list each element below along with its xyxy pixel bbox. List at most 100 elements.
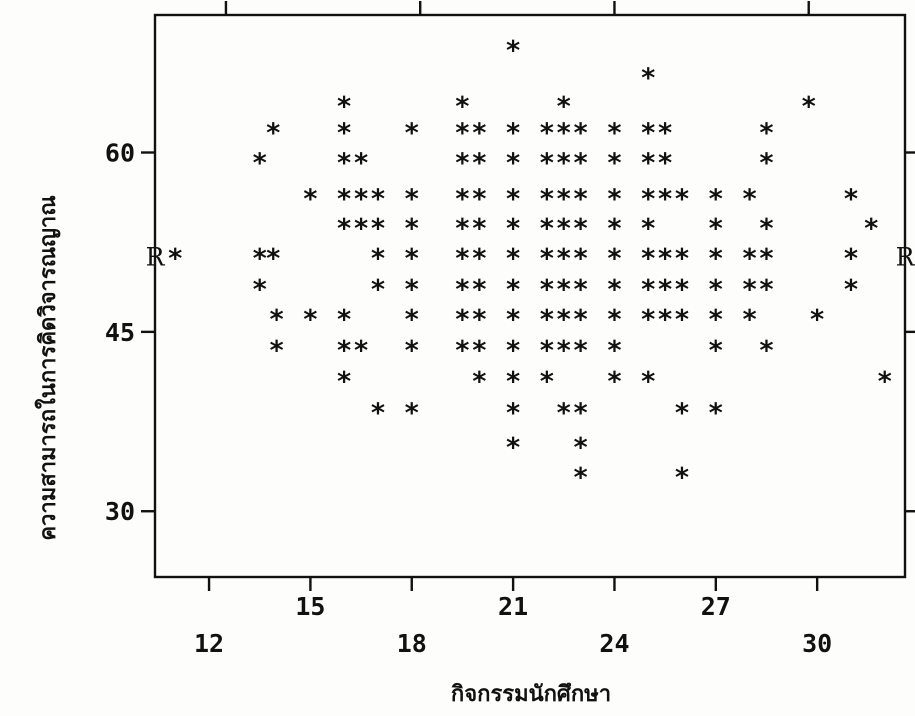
data-point: * — [404, 336, 420, 367]
data-point: * — [370, 275, 386, 306]
data-point: * — [454, 305, 470, 336]
data-point: * — [505, 184, 521, 215]
data-point: * — [505, 35, 521, 66]
data-point: * — [573, 184, 589, 215]
data-point: * — [606, 275, 622, 306]
data-point: * — [758, 118, 774, 149]
data-point: * — [454, 92, 470, 123]
data-point: * — [708, 305, 724, 336]
data-point: * — [674, 398, 690, 429]
data-point: * — [573, 118, 589, 149]
data-point: * — [843, 244, 859, 275]
data-point: * — [657, 244, 673, 275]
x-tick-label: 18 — [397, 629, 427, 658]
data-point: * — [353, 214, 369, 245]
data-point: * — [336, 305, 352, 336]
data-point: * — [471, 184, 487, 215]
data-point: * — [606, 244, 622, 275]
data-point: * — [877, 367, 893, 398]
data-point: * — [505, 244, 521, 275]
data-point: * — [640, 244, 656, 275]
data-point: * — [539, 214, 555, 245]
plot-frame — [153, 13, 907, 579]
x-tick-label: 12 — [194, 629, 224, 658]
data-point: * — [505, 118, 521, 149]
reference-mark-left: R — [146, 243, 166, 272]
data-point: * — [606, 336, 622, 367]
data-point: * — [801, 92, 817, 123]
x-tick-label: 27 — [701, 592, 731, 621]
data-point: * — [336, 118, 352, 149]
data-point: * — [640, 118, 656, 149]
data-point: * — [454, 214, 470, 245]
y-tick-label: 60 — [105, 139, 135, 168]
data-point: * — [252, 148, 268, 179]
data-point: * — [539, 305, 555, 336]
data-point: * — [505, 148, 521, 179]
data-point: * — [556, 148, 572, 179]
data-point: * — [843, 275, 859, 306]
data-point: * — [573, 148, 589, 179]
data-point: * — [674, 184, 690, 215]
data-point: * — [471, 336, 487, 367]
data-point: * — [758, 214, 774, 245]
data-point: * — [708, 244, 724, 275]
data-point: * — [539, 184, 555, 215]
data-point: * — [268, 336, 284, 367]
x-axis-title: กิจกรรมนักศึกษา — [451, 682, 611, 707]
data-point: * — [336, 214, 352, 245]
data-point: * — [302, 184, 318, 215]
data-point: * — [454, 148, 470, 179]
data-point: * — [556, 214, 572, 245]
x-tick-label: 21 — [498, 592, 528, 621]
data-point: * — [539, 367, 555, 398]
data-point: * — [471, 275, 487, 306]
data-point: * — [505, 275, 521, 306]
data-point: * — [708, 398, 724, 429]
data-point: * — [843, 184, 859, 215]
data-point: * — [556, 398, 572, 429]
x-tick-label: 30 — [802, 629, 832, 658]
data-point: * — [454, 184, 470, 215]
data-point: * — [539, 118, 555, 149]
y-tick-label: 45 — [105, 318, 135, 347]
data-point: * — [353, 184, 369, 215]
data-point: * — [353, 148, 369, 179]
data-point: * — [556, 336, 572, 367]
data-point: * — [606, 184, 622, 215]
data-point: * — [606, 118, 622, 149]
data-point: * — [404, 214, 420, 245]
data-point: * — [674, 305, 690, 336]
data-point: * — [404, 184, 420, 215]
data-point: * — [640, 63, 656, 94]
x-tick-label: 15 — [295, 592, 325, 621]
data-point: * — [657, 118, 673, 149]
data-point: * — [741, 244, 757, 275]
data-point: * — [741, 184, 757, 215]
y-axis-title: ความสามารถในการคิดวิจารณญาณ — [34, 195, 61, 540]
data-point: * — [708, 336, 724, 367]
data-point: * — [505, 214, 521, 245]
data-point: * — [454, 118, 470, 149]
data-point: * — [404, 398, 420, 429]
data-point: * — [741, 305, 757, 336]
data-point: * — [336, 184, 352, 215]
data-point: * — [606, 214, 622, 245]
data-point: * — [606, 305, 622, 336]
data-point: * — [370, 244, 386, 275]
data-point: * — [370, 214, 386, 245]
data-point: * — [674, 275, 690, 306]
data-point: * — [640, 148, 656, 179]
data-point: * — [640, 305, 656, 336]
data-point: * — [657, 305, 673, 336]
data-point: * — [505, 305, 521, 336]
data-point: * — [573, 275, 589, 306]
data-point: * — [471, 367, 487, 398]
data-point: * — [370, 184, 386, 215]
data-point: * — [606, 367, 622, 398]
data-point: * — [471, 118, 487, 149]
data-point: * — [758, 244, 774, 275]
data-point: * — [758, 275, 774, 306]
